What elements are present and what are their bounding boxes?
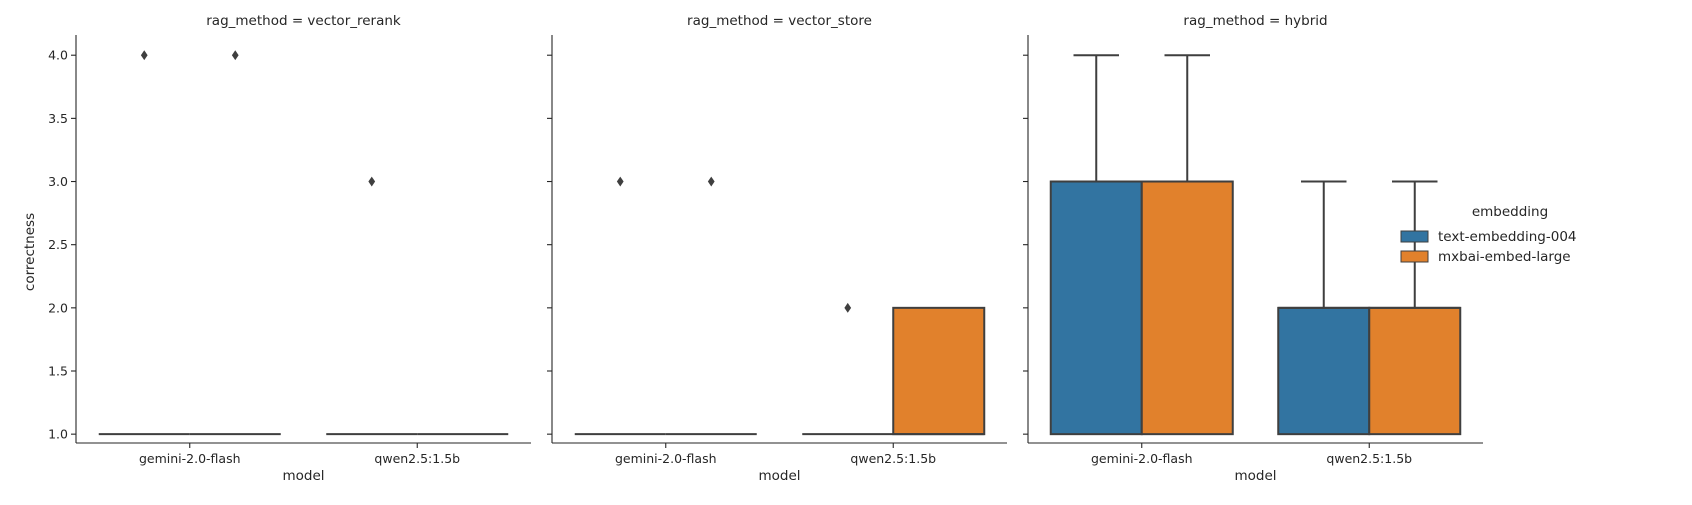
panel-title: rag_method = vector_rerank bbox=[206, 13, 401, 29]
x-tick-label: qwen2.5:1.5b bbox=[1326, 451, 1412, 466]
box-element bbox=[574, 176, 666, 436]
legend-swatch bbox=[1400, 250, 1429, 263]
x-axis-label: model bbox=[1234, 468, 1276, 484]
x-tick-label: gemini-2.0-flash bbox=[1091, 451, 1193, 466]
outlier-point bbox=[368, 176, 376, 187]
x-axis-label: model bbox=[758, 468, 800, 484]
box-element bbox=[1277, 180, 1371, 436]
y-tick-label: 4.0 bbox=[48, 48, 68, 63]
legend: embedding text-embedding-004 mxbai-embed-l… bbox=[1400, 204, 1577, 265]
x-tick-label: qwen2.5:1.5b bbox=[374, 451, 460, 466]
box-element bbox=[326, 176, 418, 436]
facet-panel: rag_method = hybrid gemini-2.0-flash qwen2… bbox=[1023, 13, 1483, 484]
box-rect bbox=[892, 306, 986, 436]
box-element bbox=[892, 306, 986, 436]
box-element bbox=[189, 50, 281, 436]
y-tick-label: 1.5 bbox=[48, 364, 68, 379]
panel-title: rag_method = hybrid bbox=[1183, 13, 1327, 29]
legend-swatch bbox=[1400, 230, 1429, 243]
y-tick-label: 2.5 bbox=[48, 237, 68, 252]
x-tick-label: qwen2.5:1.5b bbox=[850, 451, 936, 466]
box-element bbox=[802, 302, 894, 436]
y-tick-label: 1.0 bbox=[48, 427, 68, 442]
box-element bbox=[1368, 180, 1462, 436]
outlier-point bbox=[231, 50, 239, 61]
legend-title: embedding bbox=[1472, 204, 1548, 220]
box-rect bbox=[1277, 306, 1371, 436]
x-axis-label: model bbox=[282, 468, 324, 484]
outlier-point bbox=[616, 176, 624, 187]
outlier-point bbox=[140, 50, 148, 61]
box-element bbox=[665, 176, 757, 436]
panel-title: rag_method = vector_store bbox=[687, 13, 872, 29]
x-tick-label: gemini-2.0-flash bbox=[615, 451, 717, 466]
box-rect bbox=[1368, 306, 1462, 436]
box-element bbox=[1140, 54, 1234, 436]
outlier-point bbox=[844, 302, 852, 313]
box-rect bbox=[1049, 180, 1143, 436]
legend-label: mxbai-embed-large bbox=[1438, 249, 1571, 265]
y-tick-label: 3.0 bbox=[48, 174, 68, 189]
y-tick-label: 3.5 bbox=[48, 111, 68, 126]
box-element bbox=[98, 50, 190, 436]
facet-panel: rag_method = vector_rerank 1.0 1.5 2.0 2.5 3.… bbox=[48, 13, 531, 484]
y-tick-label: 2.0 bbox=[48, 300, 68, 315]
y-axis-label: correctness bbox=[22, 213, 38, 291]
x-tick-label: gemini-2.0-flash bbox=[139, 451, 241, 466]
box-rect bbox=[1140, 180, 1234, 436]
facet-panel: rag_method = vector_store gemini-2.0-flas… bbox=[547, 13, 1007, 484]
box-element bbox=[1049, 54, 1143, 436]
legend-label: text-embedding-004 bbox=[1438, 229, 1577, 245]
outlier-point bbox=[707, 176, 715, 187]
